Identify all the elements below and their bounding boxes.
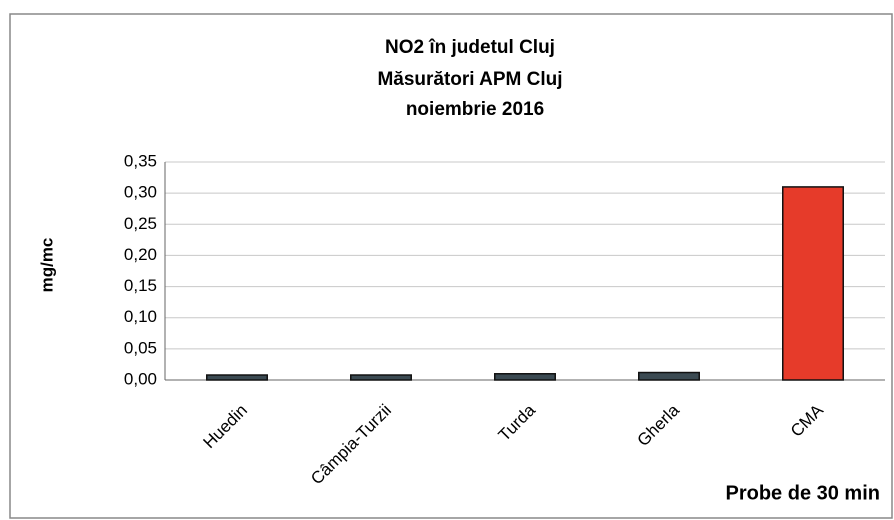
chart-border <box>9 13 893 519</box>
bar <box>206 374 268 381</box>
y-tick-label: 0,35 <box>124 151 157 170</box>
chart-title: noiembrie 2016 <box>406 99 544 120</box>
x-tick-label: Huedin <box>199 401 251 453</box>
x-tick-label: Câmpia-Turzii <box>307 401 395 489</box>
y-tick-label: 0,00 <box>124 369 157 388</box>
y-tick-label: 0,10 <box>124 307 157 326</box>
y-tick-label: 0,30 <box>124 183 157 202</box>
x-tick-label: Gherla <box>633 400 683 450</box>
bar <box>782 186 844 381</box>
bar <box>494 373 556 381</box>
y-axis-label: mg/mc <box>37 238 56 293</box>
chart-title: NO2 în judetul Cluj <box>385 37 555 58</box>
y-tick-label: 0,25 <box>124 214 157 233</box>
x-axis-label: Probe de 30 min <box>726 482 881 504</box>
bar <box>350 374 412 381</box>
y-tick-label: 0,05 <box>124 338 157 357</box>
y-tick-label: 0,20 <box>124 245 157 264</box>
x-tick-label: Turda <box>495 400 540 445</box>
bar <box>638 371 700 381</box>
chart-title: Măsurători APM Cluj <box>377 69 562 90</box>
x-tick-label: CMA <box>787 400 828 441</box>
y-tick-label: 0,15 <box>124 276 157 295</box>
